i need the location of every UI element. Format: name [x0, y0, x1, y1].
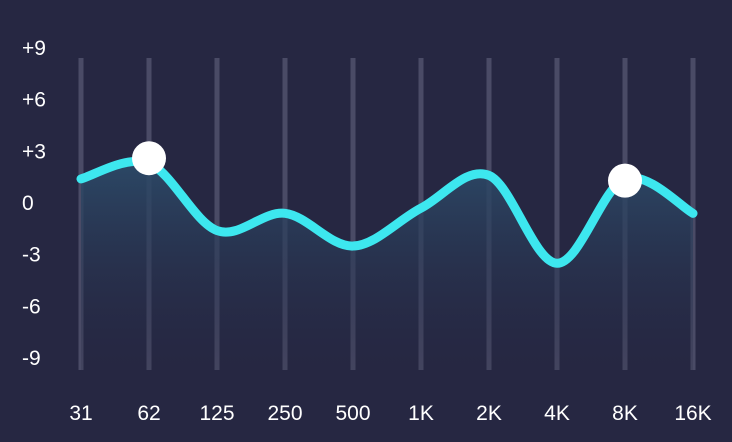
eq-handle-8k[interactable]: [608, 163, 642, 198]
gain-tick-label: -6: [22, 295, 41, 318]
band-slider-125[interactable]: [214, 58, 220, 370]
frequency-label-8k: 8K: [612, 402, 638, 425]
eq-handle-62[interactable]: [132, 141, 166, 176]
frequency-label-250: 250: [267, 402, 302, 425]
gain-tick-label: -9: [22, 347, 41, 370]
frequency-label-4k: 4K: [544, 402, 570, 425]
band-slider-4k[interactable]: [554, 58, 560, 370]
frequency-label-16k: 16K: [674, 402, 711, 425]
gain-tick-label: -3: [22, 244, 41, 267]
frequency-label-500: 500: [335, 402, 370, 425]
gain-tick-label: 0: [22, 192, 34, 215]
eq-curve: [76, 157, 698, 268]
eq-handles: [132, 141, 642, 198]
frequency-label-125: 125: [199, 402, 234, 425]
frequency-axis: 31 62 125 250 500 1K 2K 4K 8K 16K: [69, 402, 711, 425]
gain-axis: +9 +6 +3 0 -3 -6 -9: [22, 37, 46, 370]
gain-tick-label: +9: [22, 37, 46, 60]
frequency-label-2k: 2K: [476, 402, 502, 425]
band-slider-500[interactable]: [350, 58, 356, 370]
gain-tick-label: +6: [22, 89, 46, 112]
frequency-label-62: 62: [137, 402, 160, 425]
frequency-label-1k: 1K: [408, 402, 434, 425]
eq-curve-fill: [81, 161, 693, 370]
frequency-label-31: 31: [69, 402, 92, 425]
gain-tick-label: +3: [22, 140, 46, 163]
